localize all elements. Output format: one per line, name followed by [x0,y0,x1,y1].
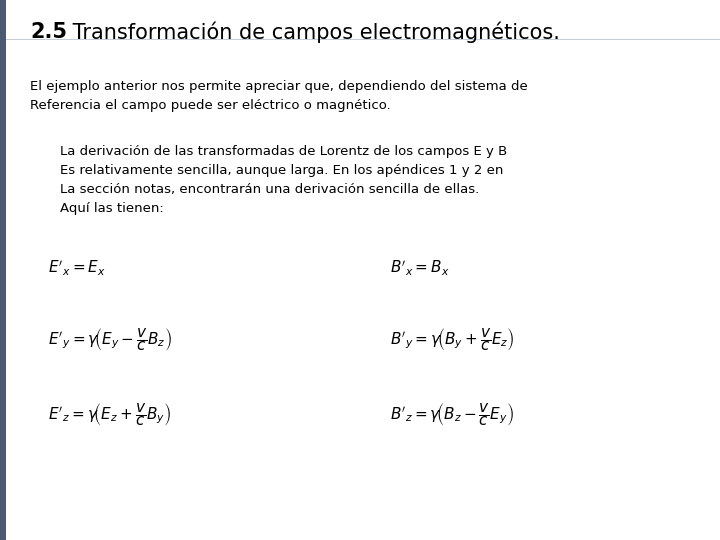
Text: $B'_y = \gamma\!\left(B_y + \dfrac{v}{c}E_z\right)$: $B'_y = \gamma\!\left(B_y + \dfrac{v}{c}… [390,327,515,354]
Text: $E'_x = E_x$: $E'_x = E_x$ [48,258,106,278]
Text: 2.5: 2.5 [30,22,67,42]
Text: $E'_z = \gamma\!\left(E_z + \dfrac{v}{c}B_y\right)$: $E'_z = \gamma\!\left(E_z + \dfrac{v}{c}… [48,402,171,429]
Text: El ejemplo anterior nos permite apreciar que, dependiendo del sistema de
Referen: El ejemplo anterior nos permite apreciar… [30,80,528,112]
Bar [6,38,720,40]
Text: Transformación de campos electromagnéticos.: Transformación de campos electromagnétic… [66,21,560,43]
Text: La derivación de las transformadas de Lorentz de los campos E y B
Es relativamen: La derivación de las transformadas de Lo… [60,145,508,215]
Text: $B'_x = B_x$: $B'_x = B_x$ [390,258,449,278]
Text: $E'_y = \gamma\!\left(E_y - \dfrac{v}{c}B_z\right)$: $E'_y = \gamma\!\left(E_y - \dfrac{v}{c}… [48,327,172,354]
Text: $B'_z = \gamma\!\left(B_z - \dfrac{v}{c}E_y\right)$: $B'_z = \gamma\!\left(B_z - \dfrac{v}{c}… [390,402,514,429]
Bar [0,0,6,540]
